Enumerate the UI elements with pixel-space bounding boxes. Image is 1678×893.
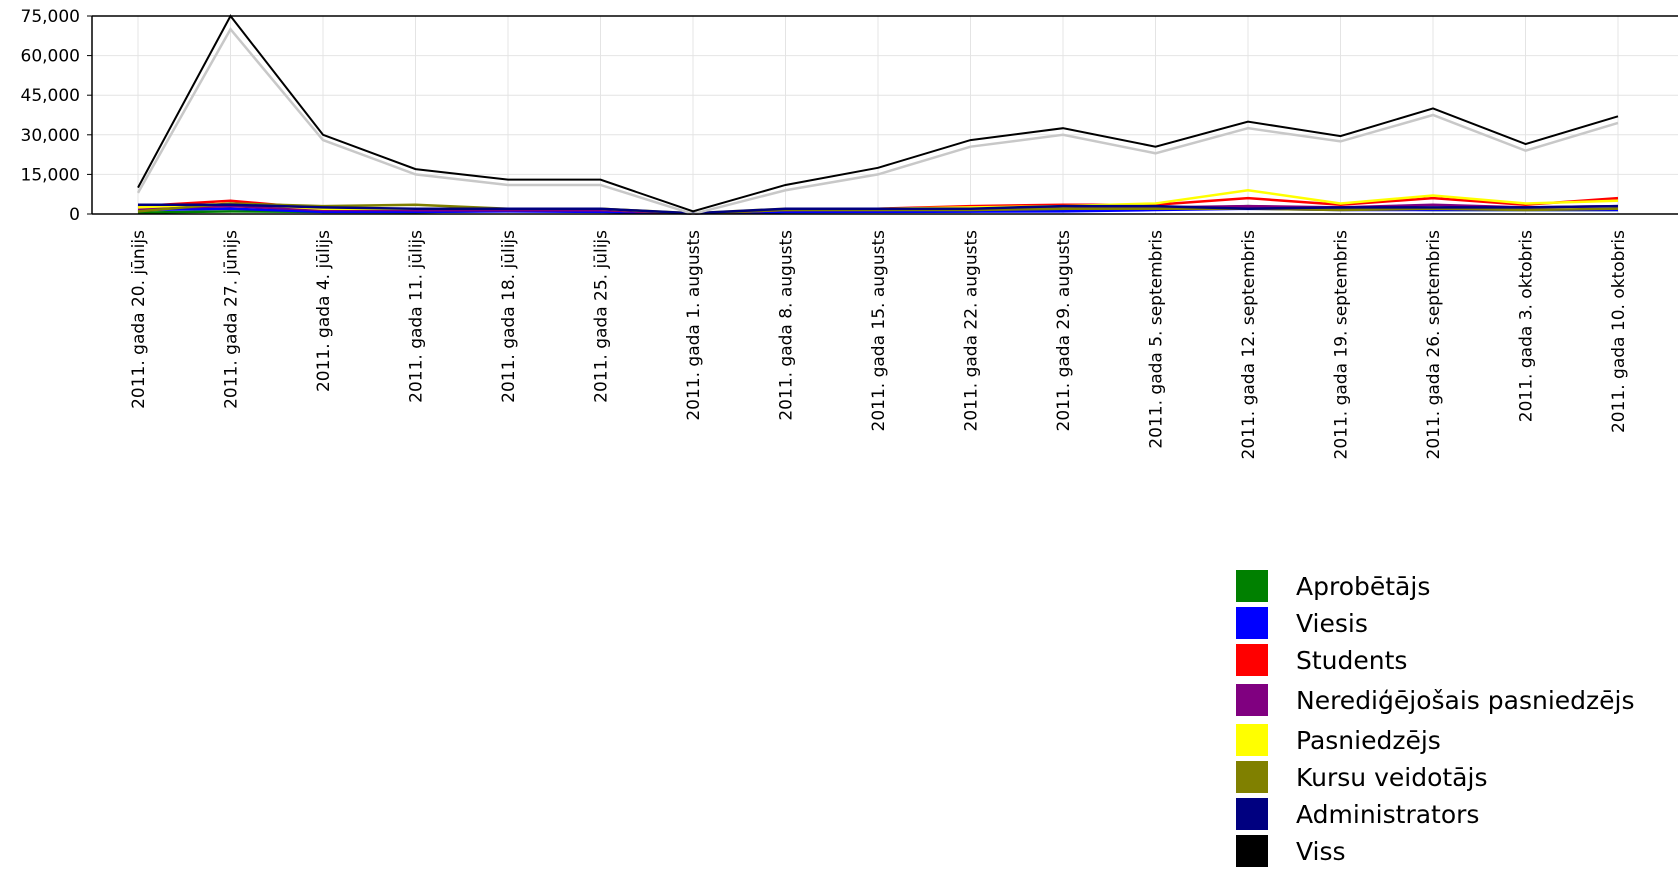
x-tick-label: 2011. gada 25. jūlijs	[592, 230, 612, 403]
legend-swatch	[1236, 724, 1268, 756]
x-tick-label: 2011. gada 19. septembris	[1332, 230, 1352, 460]
x-tick-label: 2011. gada 11. jūlijs	[407, 230, 427, 403]
y-tick-label: 15,000	[21, 165, 80, 185]
x-tick-label: 2011. gada 15. augusts	[869, 230, 889, 432]
series-line-7	[138, 203, 1619, 215]
series-line-6	[137, 202, 1619, 215]
series-lines	[136, 14, 1619, 216]
y-tick-label: 45,000	[21, 86, 80, 106]
x-tick-label: 2011. gada 4. jūlijs	[314, 230, 334, 392]
x-tick-label: 2011. gada 26. septembris	[1424, 230, 1444, 460]
legend-label: Students	[1296, 646, 1408, 675]
x-tick-label: 2011. gada 1. augusts	[684, 230, 704, 421]
legend-label: Aprobētājs	[1296, 572, 1431, 601]
legend-swatch	[1236, 607, 1268, 639]
x-tick-label: 2011. gada 3. oktobris	[1517, 230, 1537, 422]
legend-swatch	[1236, 644, 1268, 676]
plot-frame	[87, 15, 1678, 215]
legend-label: Nerediģējošais pasniedzējs	[1296, 686, 1635, 715]
x-tick-label: 2011. gada 22. augusts	[962, 230, 982, 432]
x-tick-label: 2011. gada 12. septembris	[1239, 230, 1259, 460]
x-tick-label: 2011. gada 27. jūnijs	[222, 230, 242, 409]
legend-label: Viesis	[1296, 609, 1368, 638]
y-tick-label: 30,000	[21, 126, 80, 146]
series-line-8	[137, 14, 1619, 213]
legend-swatch	[1236, 684, 1268, 716]
legend-label: Pasniedzējs	[1296, 726, 1441, 755]
y-tick-label: 0	[69, 205, 80, 225]
series-line-9	[136, 27, 1619, 216]
legend-label: Kursu veidotājs	[1296, 763, 1488, 792]
x-tick-label: 2011. gada 18. jūlijs	[499, 230, 519, 403]
x-tick-label: 2011. gada 5. septembris	[1147, 230, 1167, 449]
y-tick-label: 60,000	[21, 47, 80, 67]
x-tick-label: 2011. gada 29. augusts	[1054, 230, 1074, 432]
grid	[92, 15, 1678, 215]
legend-label: Administrators	[1296, 800, 1480, 829]
legend-swatch	[1236, 761, 1268, 793]
x-tick-label: 2011. gada 10. oktobris	[1609, 230, 1629, 433]
y-axis-ticks: 75,000 60,000 45,000 30,000 15,000 0	[21, 7, 80, 225]
legend-label: Viss	[1296, 837, 1346, 866]
x-axis-ticks: 2011. gada 20. jūnijs 2011. gada 27. jūni…	[129, 230, 1629, 460]
y-tick-label: 75,000	[21, 7, 80, 27]
x-tick-label: 2011. gada 8. augusts	[777, 230, 797, 421]
legend-swatch	[1236, 570, 1268, 602]
legend-swatch	[1236, 835, 1268, 867]
x-tick-label: 2011. gada 20. jūnijs	[129, 230, 149, 409]
legend-swatch	[1236, 798, 1268, 830]
